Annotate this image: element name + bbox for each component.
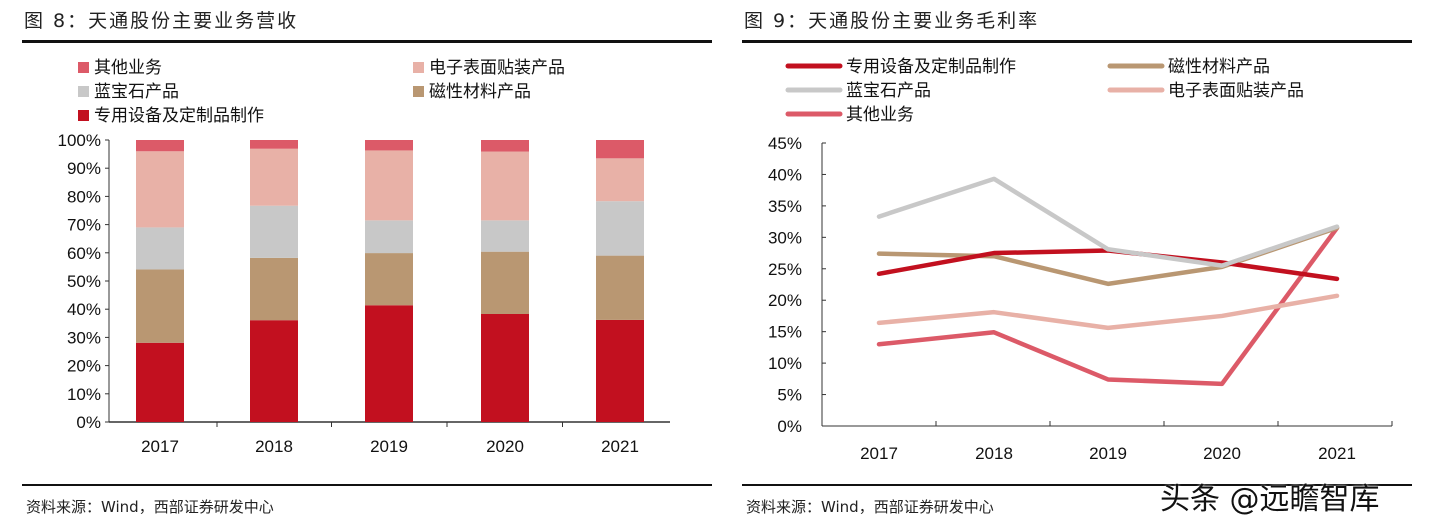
chart-title-right: 图 9：天通股份主要业务毛利率 [744,10,1040,32]
series-line [876,225,1340,387]
y-tick-label: 30% [67,328,101,347]
y-tick-label: 20% [67,357,101,376]
bar-segment [365,220,413,254]
bar-segment [136,342,184,422]
line-chart: 0% 5% 10% 15% 20% 25% 30% 35% 40% 45% 2017 2018 2019… [768,57,1393,463]
legend-label: 电子表面贴装产品 [429,58,565,78]
y-tick-label: 30% [768,228,802,247]
legend-swatch [413,62,424,73]
y-tick-label: 10% [67,385,101,404]
y-tick-label: 10% [768,354,802,373]
bar-segment [481,313,529,422]
y-tick-label: 0% [76,413,101,432]
x-tick-label: 2021 [601,437,639,456]
legend-label: 蓝宝石产品 [846,81,931,101]
title-rule-left [22,40,712,43]
bar-segment [481,220,529,252]
bar-segment [365,150,413,221]
y-tick-label: 100% [58,131,101,150]
y-tick-label: 5% [777,386,802,405]
y-tick-label: 25% [768,260,802,279]
legend-label: 专用设备及定制品制作 [94,106,264,126]
bar-segment [596,140,644,159]
bar-segment [596,158,644,202]
x-tick-label: 2017 [860,444,898,463]
legend-label: 其他业务 [94,58,162,78]
source-note-right: 资料来源：Wind，西部证券研发中心 [746,498,994,516]
legend-swatch [78,110,89,121]
bar-segment [136,269,184,343]
x-tick-label: 2019 [370,437,408,456]
bar-segment [365,140,413,151]
bar-segment [481,251,529,314]
legend-swatch [78,86,89,97]
bar-segment [250,148,298,206]
legend-label: 磁性材料产品 [429,82,531,102]
x-tick-label: 2017 [141,437,179,456]
y-tick-label: 60% [67,244,101,263]
source-note-left: 资料来源：Wind，西部证券研发中心 [26,498,274,516]
bar-segment [365,253,413,306]
y-tick-label: 50% [67,272,101,291]
legend-label: 蓝宝石产品 [94,82,179,102]
legend-swatch [78,62,89,73]
legend-label: 磁性材料产品 [1168,57,1270,77]
x-tick-label: 2020 [1203,444,1241,463]
bar-segment [250,320,298,422]
x-tick-label: 2021 [1318,444,1356,463]
y-tick-label: 0% [777,417,802,436]
footer-rule-left [22,484,712,486]
legend-label: 专用设备及定制品制作 [846,57,1016,77]
y-tick-label: 15% [768,323,802,342]
bar-segment [596,319,644,422]
y-tick-label: 45% [768,134,802,153]
stacked-bar-chart: 0% 10% 20% 30% 40% 50% 60% 70% 80% 90% 100% 2017 201… [58,58,670,456]
title-rule-right [742,40,1412,43]
bar-segment [136,227,184,270]
bar-segment [136,140,184,152]
bar-segment [365,305,413,422]
bar-segment [481,151,529,221]
x-tick-label: 2018 [255,437,293,456]
y-tick-label: 20% [768,291,802,310]
bar-segment [250,205,298,258]
bar-segment [136,151,184,228]
bar-segment [596,255,644,320]
y-tick-label: 40% [67,300,101,319]
y-tick-label: 90% [67,159,101,178]
x-tick-label: 2019 [1089,444,1127,463]
bar-segment [250,257,298,321]
y-tick-label: 70% [67,216,101,235]
y-tick-label: 40% [768,165,802,184]
series-line [876,225,1340,287]
series-line [876,293,1340,331]
footer-rule-right [742,484,1412,486]
legend-label: 电子表面贴装产品 [1168,81,1304,101]
bar-segment [596,201,644,256]
chart-title-left: 图 8：天通股份主要业务营收 [24,10,299,32]
y-tick-label: 35% [768,197,802,216]
bar-segment [481,140,529,152]
bar-segment [250,140,298,149]
x-tick-label: 2020 [486,437,524,456]
y-tick-label: 80% [67,187,101,206]
legend-label: 其他业务 [846,105,914,125]
x-tick-label: 2018 [975,444,1013,463]
series-line [876,176,1340,268]
legend-swatch [413,86,424,97]
watermark: 头条 @远瞻智库 [1160,482,1380,517]
